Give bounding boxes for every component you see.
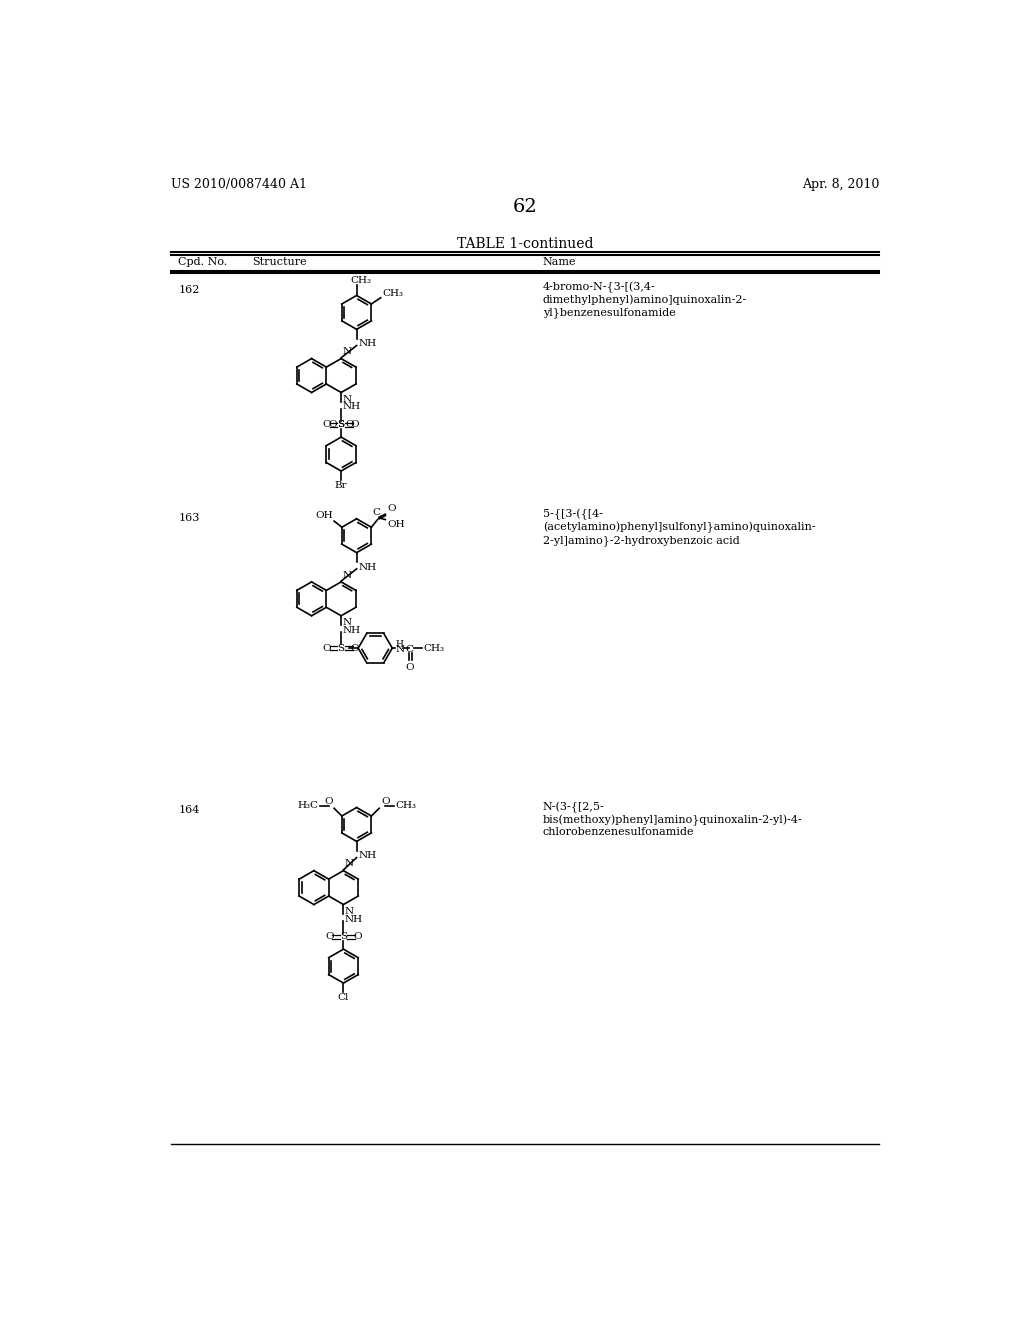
Text: NH: NH: [358, 562, 376, 572]
Text: N: N: [343, 395, 352, 404]
Text: CH₃: CH₃: [423, 644, 444, 652]
Text: NH: NH: [345, 915, 364, 924]
Text: O: O: [324, 797, 333, 807]
Text: O: O: [326, 932, 334, 941]
Text: Apr. 8, 2010: Apr. 8, 2010: [802, 178, 879, 190]
Text: NH: NH: [358, 339, 376, 348]
Text: H₃C: H₃C: [298, 801, 318, 810]
Text: O: O: [353, 932, 361, 941]
Text: Cpd. No.: Cpd. No.: [178, 257, 227, 267]
Text: US 2010/0087440 A1: US 2010/0087440 A1: [171, 178, 306, 190]
Text: O: O: [387, 504, 395, 513]
Text: OH: OH: [387, 520, 404, 529]
Text: 62: 62: [512, 198, 538, 216]
Text: S: S: [338, 420, 345, 429]
Text: 4-bromo-N-{3-[(3,4-
dimethylphenyl)amino]quinoxalin-2-
yl}benzenesulfonamide: 4-bromo-N-{3-[(3,4- dimethylphenyl)amino…: [543, 281, 746, 318]
Text: NH: NH: [343, 626, 360, 635]
Text: S: S: [338, 644, 345, 652]
Text: O: O: [406, 663, 414, 672]
Text: 5-{[3-({[4-
(acetylamino)phenyl]sulfonyl}amino)quinoxalin-
2-yl]amino}-2-hydroxy: 5-{[3-({[4- (acetylamino)phenyl]sulfonyl…: [543, 508, 815, 545]
Text: C: C: [373, 508, 381, 517]
Text: Structure: Structure: [252, 257, 306, 267]
Text: N: N: [343, 347, 352, 356]
Text: OH: OH: [315, 511, 333, 520]
Text: CH₃: CH₃: [382, 289, 403, 298]
Text: Cl: Cl: [338, 993, 349, 1002]
Text: O: O: [323, 420, 332, 429]
Text: NH: NH: [343, 403, 360, 412]
Text: N-(3-{[2,5-
bis(methoxy)phenyl]amino}quinoxalin-2-yl)-4-
chlorobenzenesulfonamid: N-(3-{[2,5- bis(methoxy)phenyl]amino}qui…: [543, 801, 803, 837]
Text: N: N: [343, 618, 352, 627]
Text: Name: Name: [543, 257, 577, 267]
Text: 163: 163: [178, 512, 200, 523]
Text: TABLE 1-continued: TABLE 1-continued: [457, 238, 593, 251]
Text: S: S: [338, 420, 345, 429]
Text: S: S: [340, 932, 347, 941]
Text: O: O: [345, 420, 353, 429]
Text: O: O: [351, 420, 359, 429]
Text: H: H: [395, 640, 403, 648]
Text: N: N: [345, 859, 354, 869]
Text: C: C: [406, 645, 414, 655]
Text: CH₃: CH₃: [350, 276, 372, 285]
Text: N: N: [343, 570, 352, 579]
Text: N: N: [395, 645, 404, 655]
Text: O: O: [323, 644, 332, 652]
Text: 162: 162: [178, 285, 200, 296]
Text: NH: NH: [358, 851, 376, 861]
Text: O: O: [382, 797, 390, 807]
Text: CH₃: CH₃: [395, 801, 417, 810]
Text: O: O: [351, 644, 359, 652]
Text: 164: 164: [178, 805, 200, 816]
Text: N: N: [345, 907, 354, 916]
Text: O: O: [329, 420, 337, 429]
Text: Br: Br: [335, 480, 347, 490]
